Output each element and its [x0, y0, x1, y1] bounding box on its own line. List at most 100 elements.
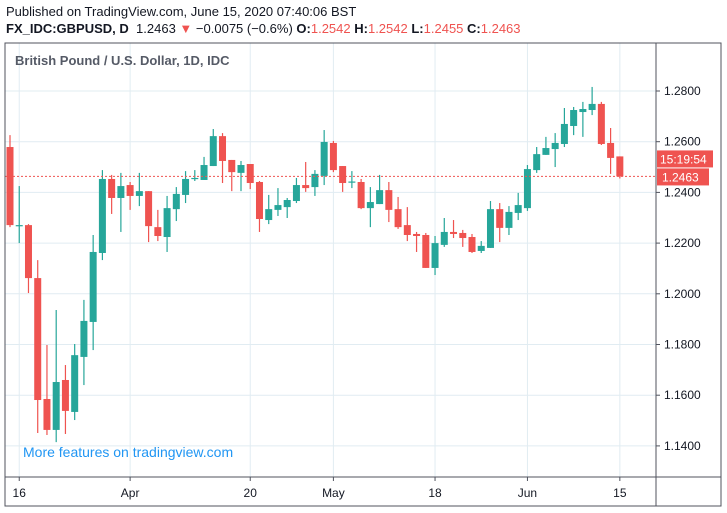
candle-up [523, 169, 531, 209]
candle-up [560, 123, 568, 144]
candle-up [172, 193, 180, 210]
candle-down [357, 182, 365, 209]
candle-up [477, 245, 485, 251]
candle-up [431, 243, 439, 268]
candle-up [237, 165, 245, 173]
candle-down [61, 379, 69, 411]
last-price-badge [657, 168, 709, 186]
high-value: 1.2542 [367, 21, 408, 36]
candle-up [191, 177, 199, 180]
x-tick-label: 18 [428, 486, 442, 500]
chart-title: British Pound / U.S. Dollar, 1D, IDC [15, 53, 230, 68]
candle-down [255, 182, 263, 220]
candle-up [89, 251, 97, 322]
candle-up [135, 191, 143, 196]
candle-up [98, 178, 106, 253]
candle-up [588, 103, 596, 111]
open-value: 1.2542 [310, 21, 351, 36]
candle-down [413, 233, 421, 237]
candle-down [34, 278, 42, 401]
candle-up [320, 141, 328, 176]
candle-down [422, 234, 430, 268]
candle-up [376, 190, 384, 205]
y-tick-label: 1.2800 [664, 84, 701, 98]
price-change: −0.0075 (−0.6%) [195, 21, 293, 36]
candle-up [570, 110, 578, 126]
candle-up [265, 209, 273, 221]
tradingview-link[interactable]: More features on tradingview.com [23, 444, 234, 460]
candle-up [283, 200, 291, 208]
high-label: H: [354, 21, 368, 36]
x-tick-label: 20 [244, 486, 258, 500]
candle-up [542, 148, 550, 155]
candle-up [505, 211, 513, 228]
candle-down [246, 164, 254, 184]
low-label: L: [411, 21, 424, 36]
y-tick-label: 1.2600 [664, 135, 701, 149]
x-tick-label: May [322, 486, 345, 500]
open-label: O: [296, 21, 311, 36]
low-value: 1.2455 [423, 21, 464, 36]
candle-down [450, 231, 458, 234]
y-tick-label: 1.2400 [664, 185, 701, 199]
candle-up [440, 231, 448, 245]
candle-up [579, 108, 587, 113]
candle-up [533, 154, 541, 171]
candle-up [366, 202, 374, 209]
candle-down [385, 190, 393, 210]
candle-up [182, 178, 190, 195]
last-price: 1.2463 [136, 21, 176, 36]
y-tick-label: 1.1400 [664, 439, 701, 453]
candle-down [145, 191, 153, 227]
candle-down [616, 156, 624, 177]
candles [6, 86, 624, 443]
candle-up [514, 205, 522, 213]
x-tick-label: Jun [518, 486, 537, 500]
candle-up [200, 165, 208, 180]
candle-up [551, 142, 559, 150]
close-value: 1.2463 [480, 21, 521, 36]
candle-down [394, 209, 402, 228]
candle-up [80, 320, 88, 357]
down-triangle-icon: ▼ [179, 21, 193, 36]
chart-frame [4, 42, 722, 507]
x-tick-label: 16 [13, 486, 27, 500]
candle-up [71, 355, 79, 412]
candle-up [348, 181, 356, 183]
symbol-name: FX_IDC:GBPUSD, D [6, 21, 129, 36]
candle-down [228, 159, 236, 173]
candle-up [311, 173, 319, 188]
candle-down [108, 178, 116, 198]
axes: 1.2800 1.2600 1.2400 1.2200 1.2000 1.1800 1.16… [4, 42, 722, 507]
candle-down [459, 232, 467, 239]
y-tick-label: 1.2200 [664, 236, 701, 250]
candle-down [597, 103, 605, 144]
candle-up [117, 186, 125, 198]
close-label: C: [467, 21, 481, 36]
candle-up [209, 136, 217, 167]
candle-down [302, 185, 310, 189]
x-tick-label: Apr [121, 486, 140, 500]
candle-up [15, 225, 23, 227]
candle-down [154, 227, 162, 237]
symbol-legend: FX_IDC:GBPUSD, D 1.2463 ▼ −0.0075 (−0.6%… [6, 21, 521, 36]
candle-down [496, 209, 504, 228]
candle-down [219, 136, 227, 161]
y-tick-label: 1.1800 [664, 338, 701, 352]
countdown-badge [657, 150, 713, 168]
candle-down [126, 185, 134, 196]
candle-up [274, 205, 282, 210]
y-tick-label: 1.1600 [664, 388, 701, 402]
candle-up [292, 185, 300, 202]
candle-up [486, 209, 494, 248]
candle-down [403, 225, 411, 235]
candle-down [24, 225, 32, 279]
candle-down [607, 142, 615, 158]
countdown-label: 15:19:54 [660, 152, 707, 166]
candle-up [52, 382, 60, 430]
y-tick-label: 1.2000 [664, 287, 701, 301]
candle-down [339, 166, 347, 184]
candle-down [6, 147, 14, 226]
candle-down [329, 142, 337, 171]
